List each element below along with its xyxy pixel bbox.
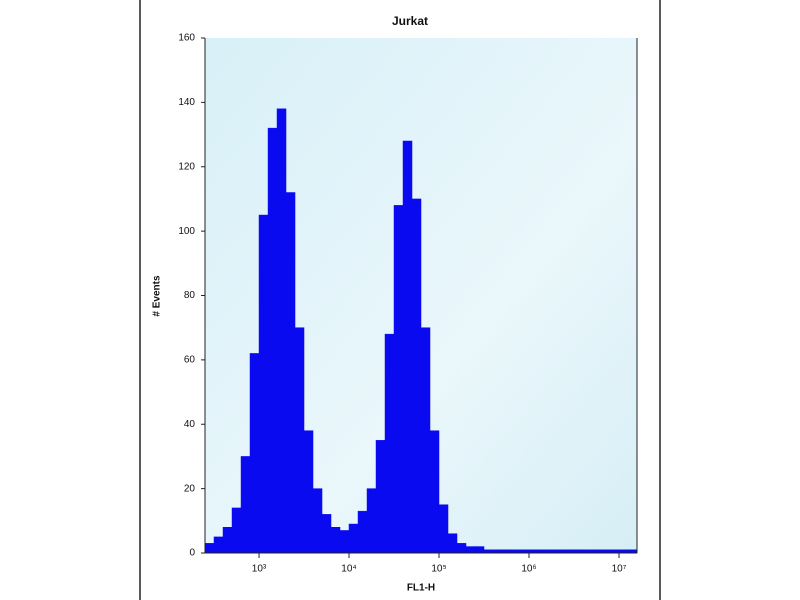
histogram-bar	[411, 198, 422, 554]
y-tick-label: 100	[178, 226, 195, 237]
y-tick-label: 160	[178, 33, 195, 44]
histogram-bar	[285, 192, 296, 554]
x-tick-label: 10³	[252, 564, 267, 575]
y-tick-label: 120	[178, 161, 195, 172]
histogram-bar	[303, 430, 314, 554]
x-tick-label: 10⁵	[431, 564, 446, 575]
y-axis-label: # Events	[152, 275, 163, 317]
histogram-bar	[393, 205, 404, 554]
y-tick-label: 20	[184, 483, 196, 494]
histogram-bar	[447, 533, 458, 554]
histogram-bar	[348, 523, 359, 554]
histogram-bar	[231, 507, 242, 554]
histogram-bar	[366, 488, 377, 554]
histogram-bar	[330, 527, 341, 554]
histogram-bar	[240, 456, 251, 554]
y-tick-label: 80	[184, 290, 196, 301]
x-axis-label: FL1-H	[407, 583, 435, 594]
y-tick-label: 60	[184, 355, 196, 366]
histogram-bar	[312, 488, 323, 554]
histogram-bar	[465, 546, 476, 554]
histogram-bar	[339, 530, 350, 554]
histogram-bar	[276, 108, 287, 554]
histogram-bar	[204, 543, 215, 554]
histogram-bar	[213, 536, 224, 554]
x-tick-label: 10⁶	[521, 564, 536, 575]
histogram-bar	[474, 546, 485, 554]
y-tick-label: 140	[178, 97, 195, 108]
chart-title: Jurkat	[392, 14, 428, 28]
x-tick-label: 10⁷	[612, 564, 627, 575]
histogram-bar	[429, 430, 440, 554]
histogram-bar	[258, 214, 269, 554]
histogram-bar	[420, 327, 431, 554]
y-tick-label: 0	[189, 548, 195, 559]
histogram-bar	[438, 504, 449, 554]
histogram-bar	[267, 127, 278, 554]
y-tick-label: 40	[184, 419, 196, 430]
histogram-bar	[456, 543, 467, 554]
histogram-bar	[294, 327, 305, 554]
x-tick-label: 10⁴	[341, 564, 356, 575]
histogram-bar	[249, 353, 260, 554]
histogram-bar	[375, 440, 386, 554]
histogram-bar	[384, 333, 395, 554]
histogram-bar	[321, 514, 332, 554]
histogram-bar	[402, 140, 413, 554]
histogram-bar	[222, 527, 233, 554]
histogram-bar	[357, 510, 368, 554]
